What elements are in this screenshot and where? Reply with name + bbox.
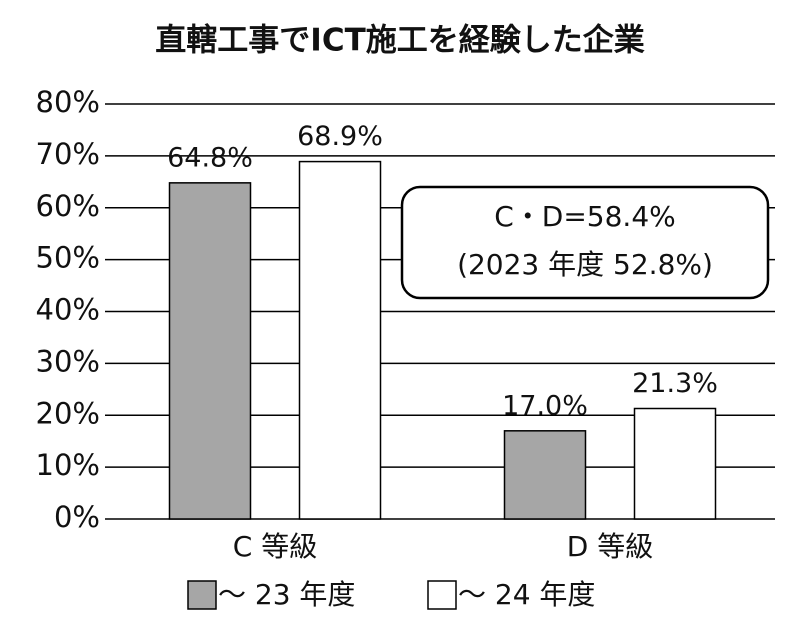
annotation-text: (2023 年度 52.8%): [457, 248, 713, 281]
chart-title: 直轄工事でICT施工を経験した企業: [155, 23, 644, 59]
y-tick-label: 50%: [36, 241, 100, 275]
x-tick-label: D 等級: [567, 530, 653, 563]
y-tick-label: 70%: [36, 137, 100, 171]
legend-swatch: [187, 580, 217, 610]
annotation-box: [400, 185, 770, 300]
annotation-text: C・D=58.4%: [494, 200, 676, 233]
value-label: 64.8%: [167, 142, 253, 173]
y-tick-label: 20%: [36, 396, 100, 430]
legend-label: 〜 23 年度: [218, 578, 355, 611]
bar: [633, 407, 717, 520]
bar: [503, 430, 587, 520]
y-tick-label: 30%: [36, 344, 100, 378]
y-tick-label: 80%: [36, 85, 100, 119]
legend-swatch: [427, 580, 457, 610]
value-label: 68.9%: [297, 121, 383, 152]
y-tick-label: 60%: [36, 189, 100, 223]
x-tick-label: C 等級: [233, 530, 317, 563]
bar: [298, 160, 382, 520]
value-label: 21.3%: [632, 368, 718, 399]
bar: [168, 182, 252, 520]
legend-label: 〜 24 年度: [458, 578, 595, 611]
y-tick-label: 10%: [36, 448, 100, 482]
y-tick-label: 40%: [36, 293, 100, 327]
y-tick-label: 0%: [54, 500, 100, 534]
value-label: 17.0%: [502, 390, 588, 421]
